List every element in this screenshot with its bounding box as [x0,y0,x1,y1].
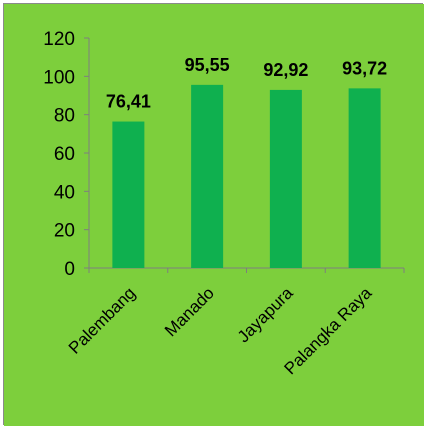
y-tick-label: 120 [43,29,75,50]
y-tick-label: 0 [64,259,75,280]
bar [348,88,381,269]
bars [112,84,381,269]
data-labels: 76,41 95,55 92,92 93,72 [106,55,387,112]
y-tick-label: 60 [54,144,75,165]
bar [191,84,224,268]
y-axis: 0 20 40 60 80 100 120 [43,29,90,280]
bar [112,121,145,268]
y-tick-label: 80 [54,106,75,127]
y-tick-label: 20 [54,221,75,242]
y-tick-label: 40 [54,182,75,203]
data-label: 95,55 [185,55,230,75]
chart-frame: 0 20 40 60 80 100 120 Palembang Manado Jayapura P… [3,3,424,426]
data-label: 93,72 [342,58,387,78]
data-label: 92,92 [263,60,308,80]
data-label: 76,41 [106,92,151,112]
bar [269,89,302,268]
y-tick-label: 100 [43,67,75,88]
